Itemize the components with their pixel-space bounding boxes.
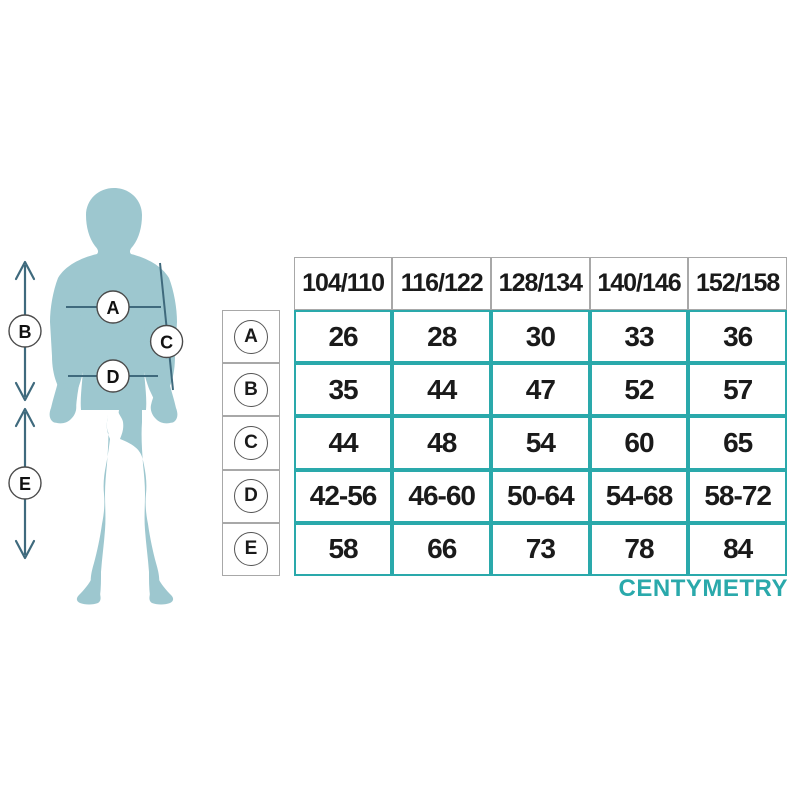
svg-text:E: E xyxy=(19,474,31,494)
svg-text:D: D xyxy=(107,367,120,387)
svg-text:B: B xyxy=(19,322,32,342)
svg-text:A: A xyxy=(107,298,120,318)
svg-text:C: C xyxy=(160,333,173,353)
